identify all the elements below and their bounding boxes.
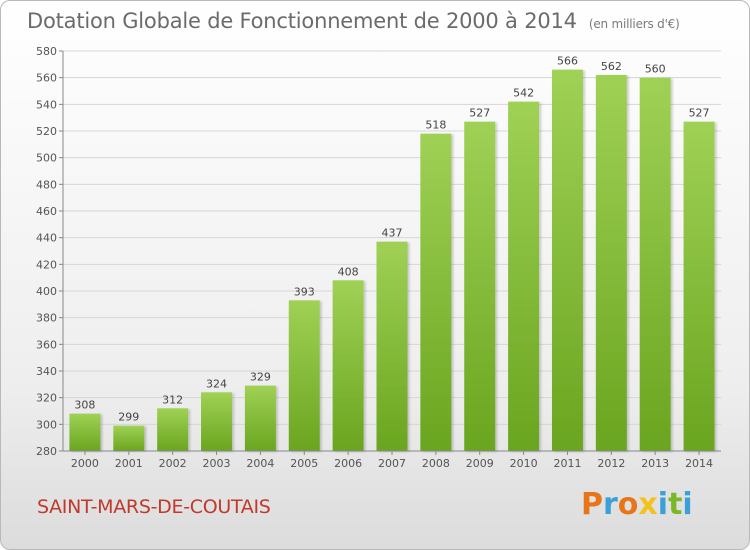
x-tick-label-2013: 2013 xyxy=(641,457,669,470)
y-tick-label: 300 xyxy=(36,418,57,431)
commune-name: SAINT-MARS-DE-COUTAIS xyxy=(37,496,271,518)
data-label-2003: 324 xyxy=(206,377,227,390)
data-label-2011: 566 xyxy=(557,55,578,68)
x-tick-label-2014: 2014 xyxy=(685,457,713,470)
y-tick-label: 480 xyxy=(36,178,57,191)
bar-2010 xyxy=(508,101,540,452)
bar-2013 xyxy=(639,77,671,452)
x-tick-label-2010: 2010 xyxy=(510,457,538,470)
logo-letter: o xyxy=(617,487,639,522)
logo-letter: r xyxy=(603,487,618,522)
y-tick-label: 560 xyxy=(36,72,57,85)
data-label-2014: 527 xyxy=(689,107,710,120)
data-label-2004: 329 xyxy=(250,371,271,384)
logo-letter: t xyxy=(668,487,683,522)
y-tick-label: 500 xyxy=(36,152,57,165)
bar-2012 xyxy=(595,75,627,451)
logo-letter: x xyxy=(638,487,658,522)
y-tick-label: 460 xyxy=(36,205,57,218)
data-label-2013: 560 xyxy=(645,63,666,76)
bar-2007 xyxy=(376,241,408,451)
x-tick-label-2001: 2001 xyxy=(115,457,143,470)
bar-2001 xyxy=(113,425,145,451)
chart-unit: (en milliers d'€) xyxy=(588,17,680,31)
y-tick-label: 360 xyxy=(36,338,57,351)
bar-2009 xyxy=(464,121,496,452)
bar-2008 xyxy=(420,133,452,451)
y-tick-label: 440 xyxy=(36,232,57,245)
y-tick-label: 380 xyxy=(36,312,57,325)
data-label-2001: 299 xyxy=(118,411,139,424)
y-tick-label: 400 xyxy=(36,285,57,298)
logo-letter: i xyxy=(657,487,669,522)
bar-2003 xyxy=(201,392,233,451)
data-label-2006: 408 xyxy=(338,265,359,278)
x-tick-label-2012: 2012 xyxy=(597,457,625,470)
bar-2004 xyxy=(244,385,276,451)
logo-letter: i xyxy=(682,487,693,522)
bar-2014 xyxy=(683,121,715,452)
y-tick-label: 420 xyxy=(36,258,57,271)
data-label-2009: 527 xyxy=(469,107,490,120)
x-tick-label-2008: 2008 xyxy=(422,457,450,470)
data-label-2010: 542 xyxy=(513,87,534,100)
x-tick-label-2004: 2004 xyxy=(246,457,274,470)
chart-title: Dotation Globale de Fonctionnement de 20… xyxy=(27,9,680,33)
y-tick-label: 520 xyxy=(36,125,57,138)
y-tick-label: 340 xyxy=(36,365,57,378)
x-tick-label-2000: 2000 xyxy=(71,457,99,470)
y-tick-label: 580 xyxy=(36,45,57,58)
y-tick-label: 280 xyxy=(36,445,57,458)
x-tick-label-2002: 2002 xyxy=(159,457,187,470)
bar-2002 xyxy=(157,408,189,451)
bar-2006 xyxy=(332,280,364,451)
x-tick-label-2007: 2007 xyxy=(378,457,406,470)
bar-2005 xyxy=(288,300,320,451)
chart-title-text: Dotation Globale de Fonctionnement de 20… xyxy=(27,9,577,33)
data-label-2005: 393 xyxy=(294,285,315,298)
logo-letter: P xyxy=(581,487,603,522)
bar-2011 xyxy=(551,69,583,452)
y-tick-label: 320 xyxy=(36,392,57,405)
x-tick-label-2011: 2011 xyxy=(553,457,581,470)
data-label-2002: 312 xyxy=(162,393,183,406)
x-tick-label-2005: 2005 xyxy=(290,457,318,470)
x-tick-label-2009: 2009 xyxy=(466,457,494,470)
x-tick-label-2003: 2003 xyxy=(203,457,231,470)
bar-2000 xyxy=(69,413,101,451)
data-label-2012: 562 xyxy=(601,60,622,73)
x-tick-label-2006: 2006 xyxy=(334,457,362,470)
y-tick-label: 540 xyxy=(36,98,57,111)
data-label-2008: 518 xyxy=(425,119,446,132)
data-label-2000: 308 xyxy=(74,399,95,412)
data-label-2007: 437 xyxy=(382,227,403,240)
proxiti-logo: Proxiti xyxy=(581,487,693,522)
